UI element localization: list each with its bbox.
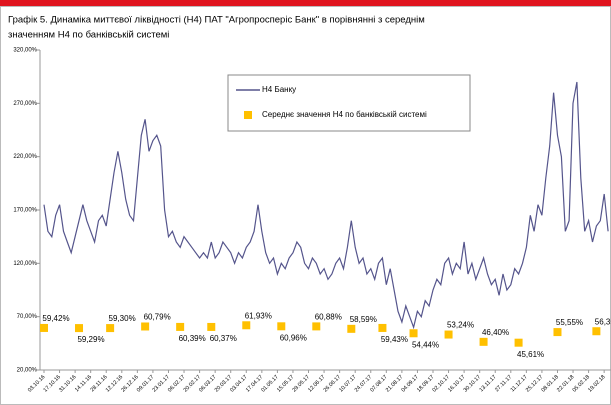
data-label: 54,44%	[412, 340, 439, 349]
legend-label: Середнє значення Н4 по банківській систе…	[262, 110, 427, 119]
y-tick-label: 70,00%	[17, 314, 38, 320]
x-tick-label: 19.02.18	[587, 374, 606, 393]
marker	[176, 322, 185, 331]
data-label: 46,40%	[482, 328, 509, 337]
data-label: 53,24%	[447, 321, 474, 330]
data-label: 61,93%	[245, 311, 272, 320]
legend: Н4 Банку Середнє значення Н4 по банківськ…	[227, 74, 471, 132]
y-tick-label: 220,00%	[13, 154, 37, 160]
data-line	[43, 81, 609, 330]
marker	[514, 338, 523, 347]
marker	[207, 322, 216, 331]
y-tick-label: 170,00%	[13, 208, 37, 214]
legend-label: Н4 Банку	[262, 85, 296, 94]
marker	[75, 324, 84, 333]
y-tick-label: 20,00%	[17, 368, 38, 374]
data-label: 55,55%	[556, 318, 583, 327]
data-label: 59,30%	[109, 314, 136, 323]
data-label: 58,59%	[350, 315, 377, 324]
marker	[378, 323, 387, 332]
marker	[592, 327, 601, 336]
legend-box	[227, 74, 471, 132]
legend-swatch	[244, 111, 252, 119]
marker	[553, 328, 562, 337]
data-label: 59,42%	[42, 314, 69, 323]
marker	[409, 329, 418, 338]
marker	[312, 322, 321, 331]
data-label: 60,37%	[210, 334, 237, 343]
marker	[40, 323, 48, 332]
y-tick-label: 320,00%	[13, 48, 37, 54]
marker	[444, 330, 453, 339]
data-label: 60,96%	[280, 333, 307, 342]
data-label: 60,79%	[144, 313, 171, 322]
data-label: 59,43%	[381, 335, 408, 344]
data-label: 56,35%	[595, 317, 611, 326]
top-band	[0, 0, 611, 6]
marker	[347, 324, 356, 333]
y-tick-label: 270,00%	[13, 101, 37, 107]
data-label: 60,88%	[315, 313, 342, 322]
marker	[106, 324, 115, 333]
y-tick-label: 120,00%	[13, 261, 37, 267]
marker	[479, 337, 488, 346]
marker	[277, 322, 286, 331]
marker	[141, 322, 150, 331]
data-label: 45,61%	[517, 350, 544, 359]
data-label: 60,39%	[179, 334, 206, 343]
data-label: 59,29%	[77, 335, 104, 344]
chart-subtitle: значенням Н4 по банківській системі	[8, 30, 169, 41]
chart-title: Графік 5. Динаміка миттєвої ліквідності …	[8, 15, 425, 26]
marker	[242, 321, 251, 330]
